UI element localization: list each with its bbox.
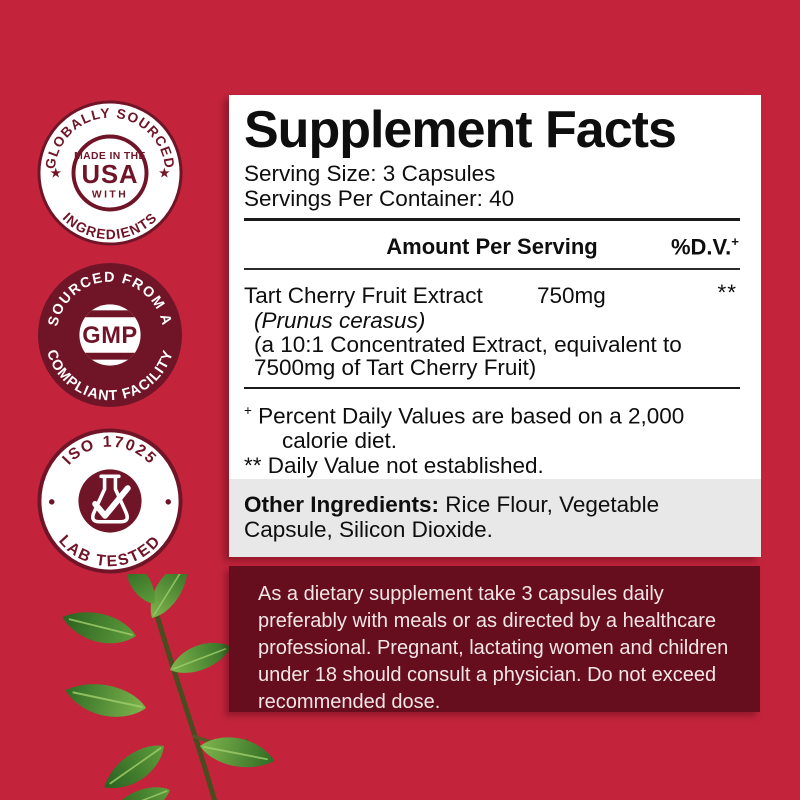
badge-inner-circle [79, 304, 141, 366]
badge-with-text: WITH [92, 190, 128, 201]
servings-per-container-text: Servings Per Container: 40 [244, 186, 515, 211]
divider [244, 268, 740, 270]
star-icon: ★ [50, 166, 61, 180]
dot-icon: ● [48, 494, 56, 509]
badge-inner-circle [71, 134, 149, 212]
directions-text-line: recommended dose. [258, 691, 441, 713]
badge-usa-text: USA [81, 161, 138, 189]
flask-check-icon [91, 474, 131, 524]
badge-gmp: SOURCED FROM A COMPLIANT FACILITY GMP [37, 262, 183, 408]
ingredient-latin-name: (Prunus cerasus) [254, 308, 426, 333]
dot-icon: ● [164, 494, 172, 509]
ingredient-detail-line: 7500mg of Tart Cherry Fruit) [254, 355, 537, 380]
table-header-row: Amount Per Serving %D.V.+ [244, 221, 740, 268]
other-ingredients-label: Other Ingredients: [244, 492, 440, 517]
daily-value-header: %D.V.+ [670, 234, 739, 260]
amount-per-serving-header: Amount Per Serving [386, 234, 598, 259]
badge-made-in-usa: GLOBALLY SOURCED INGREDIENTS ★ ★ MADE IN… [37, 100, 183, 246]
divider [244, 218, 740, 221]
directions-text-line: preferably with meals or as directed by … [258, 610, 717, 632]
serving-size-text: Serving Size: 3 Capsules [244, 161, 496, 186]
leaf-branch-illustration [62, 574, 275, 800]
directions-text-line: under 18 should consult a physician. Do … [258, 664, 717, 686]
ingredient-name: Tart Cherry Fruit Extract [244, 283, 483, 308]
badge-iso-lab-tested: ISO 17025 LAB TESTED ● ● [37, 428, 183, 574]
badge-gmp-text: GMP [82, 323, 137, 349]
star-icon: ★ [159, 166, 170, 180]
directions-text-line: professional. Pregnant, lactating women … [258, 637, 729, 659]
ingredient-dv: ** [717, 280, 737, 305]
ingredient-detail-line: (a 10:1 Concentrated Extract, equivalent… [254, 332, 682, 357]
footnote-dv-not-established: ** Daily Value not established. [244, 452, 544, 478]
ingredient-amount: 750mg [537, 283, 606, 308]
directions-text-line: As a dietary supplement take 3 capsules … [258, 583, 664, 605]
directions-box: As a dietary supplement take 3 capsules … [229, 566, 760, 713]
divider [244, 387, 740, 389]
footnote-daily-values: + Percent Daily Values are based on a 2,… [244, 403, 685, 453]
other-ingredients-text: Rice Flour, Vegetable Capsule, Silicon D… [244, 492, 660, 542]
other-ingredients-section: Other Ingredients: Rice Flour, Vegetable… [229, 479, 761, 557]
gmp-stripes [79, 310, 141, 360]
badge-made-in-the-text: MADE IN THE [74, 151, 146, 162]
ingredient-row: Tart Cherry Fruit Extract 750mg ** [244, 280, 740, 308]
supplement-facts-title: Supplement Facts [244, 101, 677, 159]
supplement-facts-panel: Supplement Facts Serving Size: 3 Capsule… [229, 95, 761, 557]
